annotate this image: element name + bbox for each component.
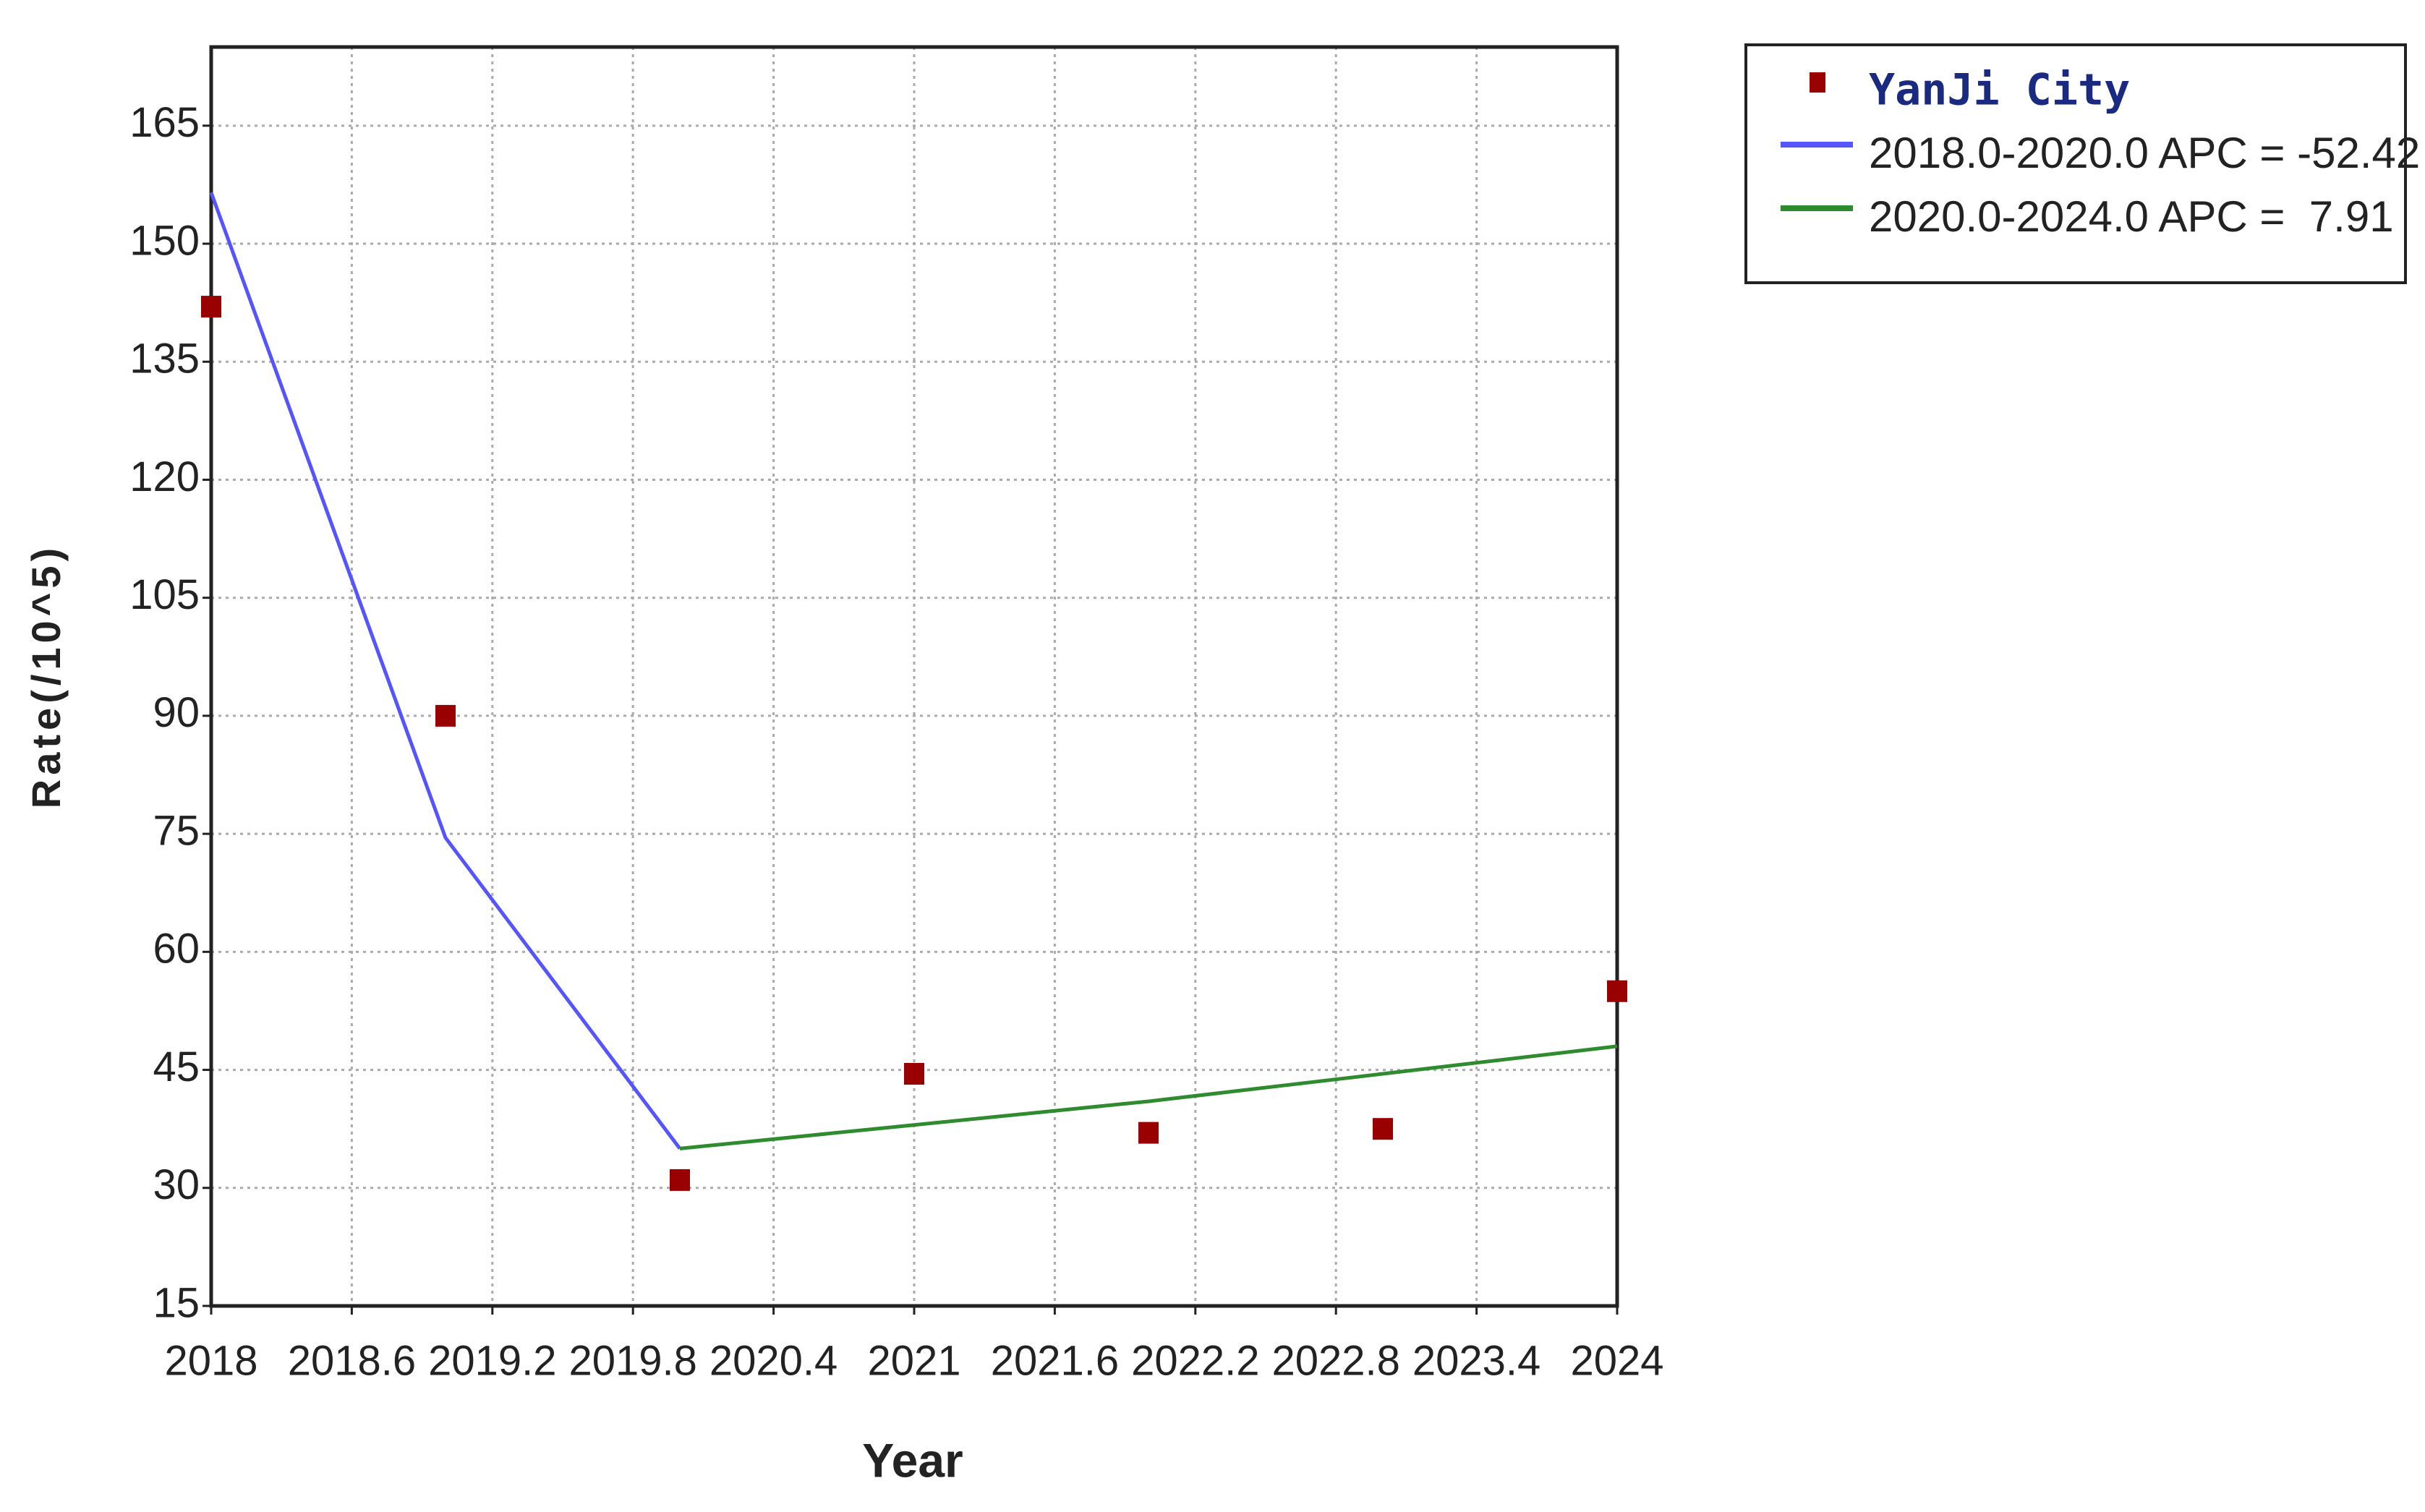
y-tick-label: 150	[129, 217, 200, 264]
plot-frame	[209, 45, 1619, 1308]
series-line	[209, 192, 681, 1150]
legend-label: 2020.0-2024.0 APC = 7.91	[1869, 192, 2394, 241]
x-tick-label: 2021	[867, 1337, 960, 1384]
x-tick-label: 2018.6	[288, 1337, 416, 1384]
y-axis-label: Rate(/10^5)	[23, 544, 69, 808]
legend-label: 2018.0-2020.0 APC = -52.42	[1869, 129, 2420, 177]
x-tick-label: 2022.8	[1271, 1337, 1399, 1384]
data-point	[1373, 1118, 1393, 1140]
y-tick-label: 60	[153, 926, 200, 973]
x-axis-label: Year	[862, 1433, 963, 1487]
y-tick-label: 90	[153, 689, 200, 736]
legend-box	[1744, 43, 2407, 284]
x-tick-label: 2019.8	[568, 1337, 696, 1384]
data-point	[1138, 1122, 1159, 1144]
data-point	[1607, 980, 1627, 1002]
x-tick-label: 2019.2	[428, 1337, 556, 1384]
x-tick-label: 2024	[1570, 1337, 1663, 1384]
y-tick-label: 30	[153, 1161, 200, 1208]
y-tick-label: 165	[129, 99, 200, 146]
y-tick-label: 120	[129, 453, 200, 500]
x-tick-label: 2023.4	[1412, 1337, 1540, 1384]
data-point	[904, 1063, 924, 1085]
y-tick-label: 75	[153, 807, 200, 854]
x-tick-label: 2022.2	[1131, 1337, 1259, 1384]
data-point	[670, 1169, 690, 1191]
legend-label: YanJi City	[1869, 65, 2130, 116]
x-tick-label: 2020.4	[709, 1337, 838, 1384]
x-tick-label: 2021.6	[991, 1337, 1119, 1384]
y-tick-label: 105	[129, 571, 200, 618]
series-line	[679, 1044, 1618, 1150]
data-point	[201, 296, 221, 318]
x-tick-label: 2018	[164, 1337, 257, 1384]
legend-marker	[1810, 72, 1825, 93]
y-tick-label: 135	[129, 336, 200, 383]
y-tick-label: 15	[153, 1279, 200, 1326]
y-tick-label: 45	[153, 1043, 200, 1090]
data-point	[435, 704, 456, 727]
